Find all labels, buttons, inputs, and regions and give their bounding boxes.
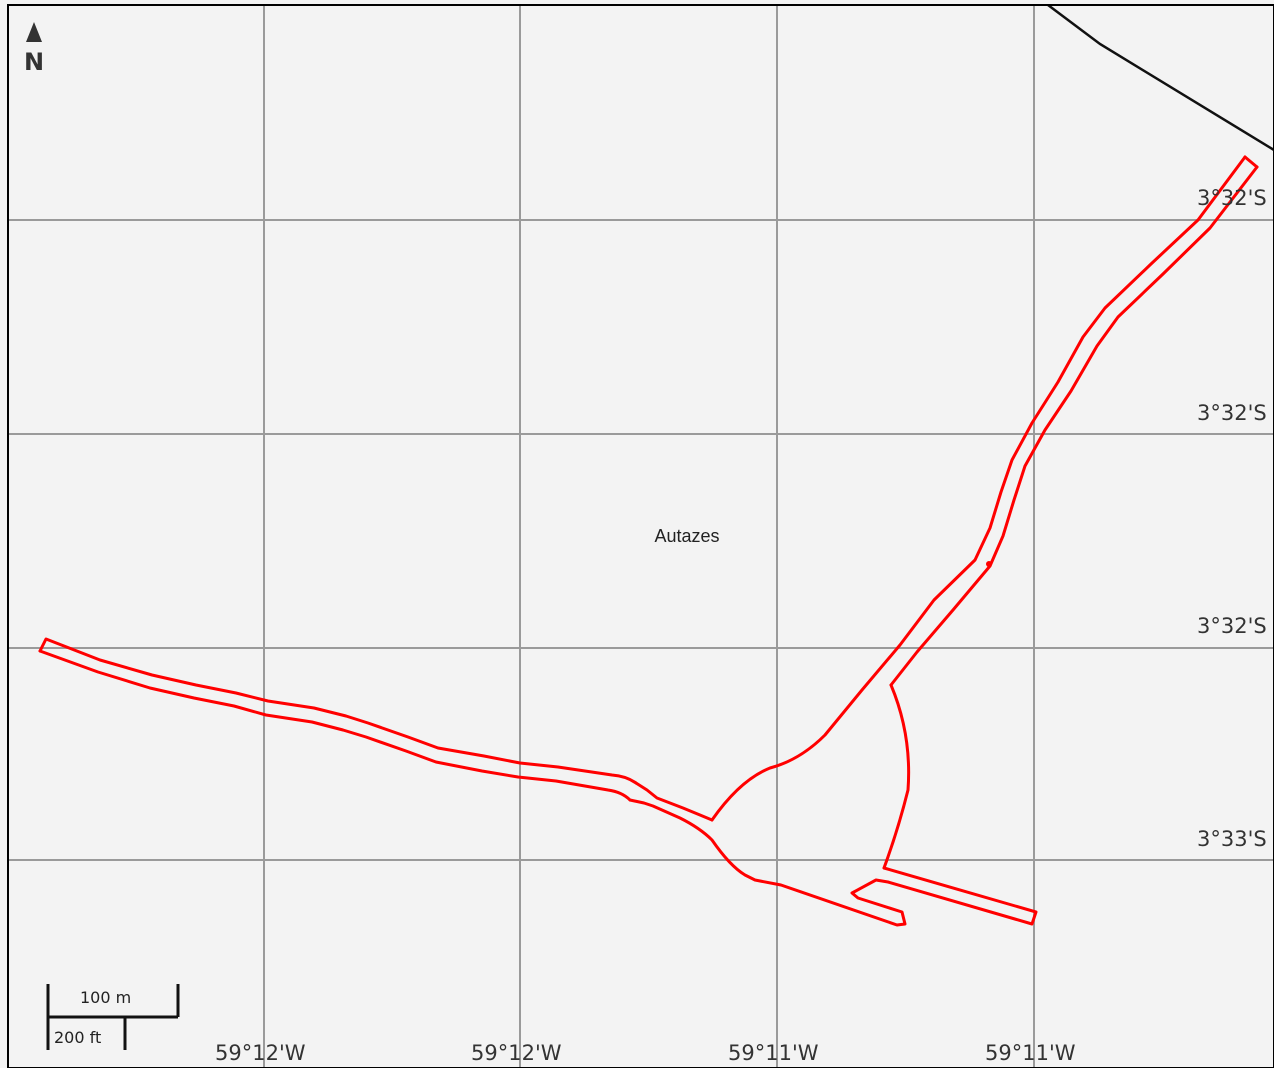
- road-outline: [38, 637, 638, 785]
- north-letter: N: [24, 48, 44, 76]
- north-arrow-icon: N: [24, 22, 44, 76]
- longitude-label: 59°12'W: [215, 1041, 306, 1065]
- road-outline: [1243, 155, 1259, 169]
- road-outline: [628, 798, 1038, 927]
- road-outline: [634, 781, 714, 822]
- road-outline: [710, 155, 1247, 822]
- longitude-label: 59°11'W: [985, 1041, 1076, 1065]
- latitude-label: 3°32'S: [1197, 614, 1267, 638]
- map-frame-border: [7, 4, 1274, 1068]
- scale-metric-label: 100 m: [80, 988, 131, 1007]
- scale-bar: 100 m 200 ft: [46, 984, 180, 1050]
- longitude-label: 59°12'W: [471, 1041, 562, 1065]
- boundary-line: [1047, 4, 1274, 152]
- road-network: [38, 155, 1259, 927]
- longitude-label: 59°11'W: [728, 1041, 819, 1065]
- poi-dot: [986, 561, 992, 567]
- latitude-label: 3°32'S: [1197, 401, 1267, 425]
- road-outline: [882, 683, 911, 870]
- place-label[interactable]: Autazes: [654, 526, 719, 546]
- graticule: [8, 5, 1274, 1068]
- latitude-label: 3°32'S: [1197, 186, 1267, 210]
- scale-imperial-label: 200 ft: [54, 1028, 101, 1047]
- road-outline: [889, 165, 1259, 687]
- road-outline: [38, 649, 632, 802]
- latitude-label: 3°33'S: [1197, 827, 1267, 851]
